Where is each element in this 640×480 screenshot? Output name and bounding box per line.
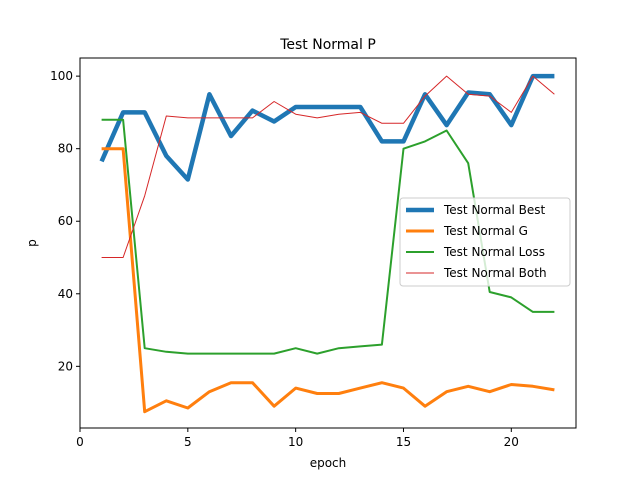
y-tick-label: 100 xyxy=(50,69,73,83)
legend-label-1: Test Normal G xyxy=(443,224,528,238)
legend-label-0: Test Normal Best xyxy=(443,203,546,217)
y-axis-label: p xyxy=(25,239,39,247)
y-tick-label: 20 xyxy=(58,359,73,373)
plot-lines xyxy=(99,73,555,414)
legend-label-2: Test Normal Loss xyxy=(443,245,545,259)
x-tick-label: 10 xyxy=(288,435,303,449)
y-axis-ticks: 20 40 60 80 100 xyxy=(50,69,80,373)
y-tick-label: 80 xyxy=(58,142,73,156)
x-axis-label: epoch xyxy=(310,456,347,470)
x-tick-label: 5 xyxy=(184,435,192,449)
legend-box xyxy=(399,197,571,287)
y-tick-label: 60 xyxy=(58,214,73,228)
legend: Test Normal Best Test Normal G Test Normal… xyxy=(399,197,571,287)
legend-label-3: Test Normal Both xyxy=(443,266,547,280)
series-line-0 xyxy=(99,73,555,182)
x-tick-label: 0 xyxy=(76,435,84,449)
x-tick-label: 15 xyxy=(396,435,411,449)
series-line-3 xyxy=(101,75,555,258)
x-axis-ticks: 0 5 10 15 20 xyxy=(76,428,519,449)
chart-title: Test Normal P xyxy=(279,37,376,53)
plot-frame xyxy=(79,57,577,429)
series-line-1 xyxy=(101,147,555,414)
y-tick-label: 40 xyxy=(58,287,73,301)
x-tick-label: 20 xyxy=(504,435,519,449)
